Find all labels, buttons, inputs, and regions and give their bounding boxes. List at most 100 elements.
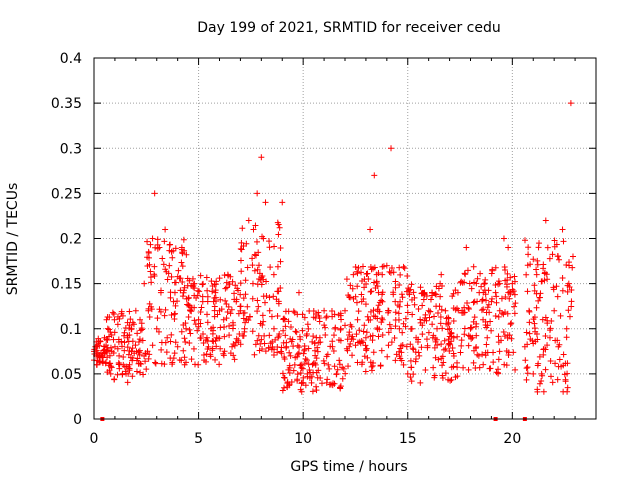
y-tick-label: 0.05 [51, 367, 82, 383]
data-point [441, 346, 448, 353]
data-point [427, 296, 434, 303]
data-point [471, 314, 478, 321]
data-point [108, 331, 115, 338]
data-point [301, 346, 308, 353]
data-point [313, 334, 320, 341]
data-point [249, 295, 256, 302]
data-point [470, 359, 477, 366]
data-point [258, 154, 265, 161]
data-point [362, 342, 369, 349]
data-point [549, 379, 556, 386]
data-point [564, 370, 571, 377]
data-point [294, 351, 301, 358]
data-point [399, 329, 406, 336]
data-point [433, 303, 440, 310]
data-point [474, 351, 481, 358]
data-point [312, 360, 319, 367]
data-point [567, 100, 574, 107]
data-point [337, 383, 344, 390]
data-point [352, 263, 359, 270]
data-point [254, 337, 261, 344]
data-point [133, 368, 140, 375]
data-point [209, 337, 216, 344]
data-point [473, 280, 480, 287]
data-point [149, 235, 156, 242]
data-point [386, 321, 393, 328]
data-point [376, 299, 383, 306]
data-point [155, 328, 162, 335]
data-point [490, 349, 497, 356]
data-point [481, 280, 488, 287]
data-point [188, 304, 195, 311]
data-point [204, 311, 211, 318]
data-point [375, 270, 382, 277]
data-point [466, 280, 473, 287]
data-point [322, 332, 329, 339]
data-point [525, 244, 532, 251]
data-point [259, 233, 266, 240]
data-point [276, 224, 283, 231]
data-point [201, 357, 208, 364]
x-tick-label: 10 [294, 431, 312, 447]
data-point [266, 307, 273, 314]
data-point [441, 337, 448, 344]
data-point [172, 339, 179, 346]
data-point [390, 269, 397, 276]
data-point [352, 342, 359, 349]
data-point [544, 244, 551, 251]
data-point [369, 337, 376, 344]
data-point [270, 271, 277, 278]
data-point [110, 336, 117, 343]
data-point [348, 335, 355, 342]
data-point [392, 323, 399, 330]
data-point [361, 284, 368, 291]
data-point [96, 342, 103, 349]
data-point [437, 293, 444, 300]
data-point [305, 325, 312, 332]
data-point [282, 332, 289, 339]
data-point [452, 287, 459, 294]
data-point [292, 354, 299, 361]
data-point [256, 347, 263, 354]
data-point [194, 327, 201, 334]
data-point [457, 279, 464, 286]
data-point [358, 269, 365, 276]
data-point [126, 308, 133, 315]
data-point [146, 351, 153, 358]
data-point [275, 288, 282, 295]
data-point [353, 331, 360, 338]
data-point [274, 349, 281, 356]
data-point [526, 308, 533, 315]
data-point [275, 300, 282, 307]
data-point [376, 308, 383, 315]
data-point [542, 217, 549, 224]
data-point [373, 278, 380, 285]
data-point [141, 280, 148, 287]
data-point [158, 346, 165, 353]
data-point [281, 384, 288, 391]
data-point [324, 351, 331, 358]
data-point [544, 342, 551, 349]
data-point [299, 365, 306, 372]
data-point [434, 341, 441, 348]
data-point [287, 352, 294, 359]
data-point [404, 370, 411, 377]
data-point [108, 348, 115, 355]
data-point [369, 362, 376, 369]
data-point [223, 284, 230, 291]
data-point [544, 320, 551, 327]
data-point [114, 313, 121, 320]
data-point [400, 320, 407, 327]
data-point [215, 335, 222, 342]
data-point [440, 359, 447, 366]
data-point [559, 275, 566, 282]
data-point [461, 304, 468, 311]
data-point [249, 280, 256, 287]
data-point [407, 286, 414, 293]
data-point [501, 361, 508, 368]
data-point [546, 255, 553, 262]
data-point [282, 308, 289, 315]
data-point [157, 308, 164, 315]
data-point [560, 388, 567, 395]
data-point [542, 314, 549, 321]
